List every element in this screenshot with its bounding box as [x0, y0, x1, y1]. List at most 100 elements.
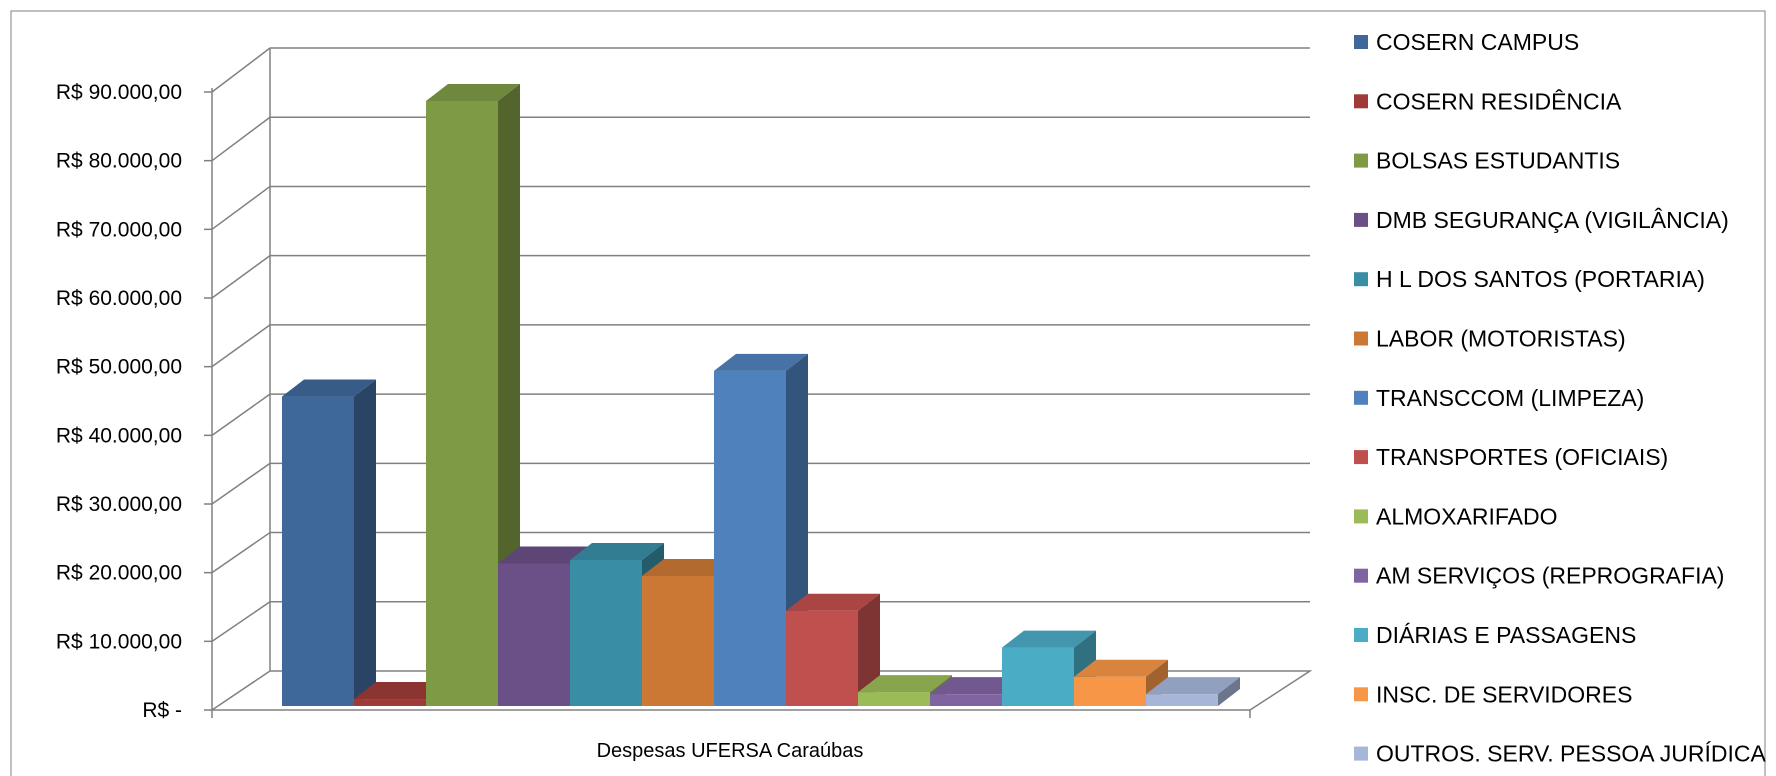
legend-swatch — [1354, 628, 1368, 642]
bar-front — [282, 396, 354, 706]
bar-top — [426, 84, 520, 101]
legend-label: AM SERVIÇOS (REPROGRAFIA) — [1376, 563, 1724, 589]
gridline-side — [211, 116, 271, 162]
bar-top — [642, 558, 736, 576]
bar — [1074, 659, 1168, 706]
legend-label: TRANSCCOM (LIMPEZA) — [1376, 385, 1644, 411]
legend-item: OUTROS. SERV. PESSOA JURÍDICA — [1354, 741, 1766, 767]
y-tick-label: R$ 40.000,00 — [56, 424, 182, 447]
y-tick-label: R$ 90.000,00 — [56, 81, 182, 104]
legend-swatch — [1354, 746, 1368, 761]
bar-front — [786, 610, 858, 706]
bar-front — [1074, 676, 1146, 706]
legend-swatch — [1354, 272, 1368, 287]
bar-top — [354, 682, 448, 700]
bar — [1146, 677, 1240, 706]
x-axis: Despesas UFERSA Caraúbas — [211, 710, 1251, 762]
legend-swatch — [1354, 94, 1368, 109]
legend-item: INSC. DE SERVIDORES — [1354, 681, 1632, 707]
bar — [426, 84, 520, 706]
bar-side — [1218, 677, 1240, 706]
bar-top — [1002, 630, 1096, 648]
legend-item: DIÁRIAS E PASSAGENS — [1354, 622, 1636, 648]
bar-front — [714, 370, 786, 706]
legend-swatch — [1354, 212, 1368, 227]
legend-item: ALMOXARIFADO — [1354, 503, 1557, 529]
legend-item: LABOR (MOTORISTAS) — [1354, 326, 1626, 352]
legend-item: TRANSCCOM (LIMPEZA) — [1354, 385, 1644, 411]
gridline-side — [211, 324, 271, 368]
legend-label: INSC. DE SERVIDORES — [1376, 681, 1632, 707]
bar-front — [642, 575, 714, 706]
bar — [786, 593, 880, 706]
y-tick-label: R$ 20.000,00 — [56, 562, 182, 585]
legend: COSERN CAMPUS COSERN RESIDÊNCIA BOLSAS EST… — [1354, 29, 1766, 767]
bar-side — [354, 379, 376, 706]
legend-label: H L DOS SANTOS (PORTARIA) — [1376, 266, 1705, 292]
bar-side — [858, 593, 880, 706]
legend-swatch — [1354, 450, 1368, 465]
legend-label: DIÁRIAS E PASSAGENS — [1376, 622, 1636, 648]
legend-item: COSERN CAMPUS — [1354, 29, 1579, 55]
gridline-side — [211, 47, 271, 93]
y-tick-label: R$ 30.000,00 — [56, 493, 182, 516]
bar-front — [354, 699, 426, 706]
bar-top — [570, 542, 664, 560]
bar-front — [426, 101, 498, 706]
legend-swatch — [1354, 687, 1368, 702]
y-axis: R$ - R$ 10.000,00 R$ 20.000,00 R$ 30.000,00… — [56, 81, 213, 722]
bar-top — [1074, 659, 1168, 677]
legend-label: OUTROS. SERV. PESSOA JURÍDICA — [1376, 741, 1766, 767]
bar-front — [1146, 694, 1218, 706]
legend-swatch — [1354, 35, 1368, 49]
legend-item: BOLSAS ESTUDANTIS — [1354, 148, 1620, 174]
bar-top — [930, 677, 1024, 695]
gridline-side — [211, 185, 271, 230]
legend-item: COSERN RESIDÊNCIA — [1354, 88, 1622, 114]
bar-front — [858, 692, 930, 706]
legend-swatch — [1354, 153, 1368, 168]
y-tick-label: R$ 70.000,00 — [56, 218, 182, 241]
gridline-side — [211, 531, 271, 574]
x-category-label: Despesas UFERSA Caraúbas — [597, 740, 864, 762]
legend-item: DMB SEGURANÇA (VIGILÂNCIA) — [1354, 207, 1729, 233]
legend-label: ALMOXARIFADO — [1376, 503, 1557, 529]
bar-top — [282, 379, 376, 397]
y-tick-label: R$ 80.000,00 — [56, 150, 182, 173]
bar-top — [858, 675, 952, 693]
bar-front — [930, 694, 1002, 706]
gridline-side — [211, 601, 271, 642]
legend-label: BOLSAS ESTUDANTIS — [1376, 148, 1620, 174]
gridline-side — [211, 393, 271, 436]
bar — [282, 379, 376, 706]
legend-item: AM SERVIÇOS (REPROGRAFIA) — [1354, 563, 1724, 589]
bar-top — [714, 353, 808, 371]
y-tick-label: R$ 10.000,00 — [56, 630, 182, 653]
bar-side — [498, 84, 520, 706]
legend-swatch — [1354, 390, 1368, 405]
y-tick-label: R$ 50.000,00 — [56, 356, 182, 379]
y-tick-label: R$ - — [142, 699, 182, 722]
bar-top — [498, 546, 592, 564]
bar-front — [1002, 647, 1074, 706]
bar-top — [1146, 677, 1240, 695]
legend-swatch — [1354, 331, 1368, 346]
legend-swatch — [1354, 568, 1368, 583]
legend-swatch — [1354, 509, 1368, 524]
bars — [282, 84, 1240, 706]
y-tick-label: R$ 60.000,00 — [56, 287, 182, 310]
bar-top — [786, 593, 880, 611]
gridline-side — [211, 462, 271, 505]
legend-item: H L DOS SANTOS (PORTARIA) — [1354, 266, 1705, 292]
legend-label: TRANSPORTES (OFICIAIS) — [1376, 444, 1668, 470]
bar-front — [498, 563, 570, 706]
gridline-side — [211, 255, 271, 299]
legend-item: TRANSPORTES (OFICIAIS) — [1354, 444, 1668, 470]
legend-label: COSERN RESIDÊNCIA — [1376, 88, 1622, 114]
bar-front — [570, 559, 642, 706]
floor — [209, 670, 1313, 711]
legend-label: COSERN CAMPUS — [1376, 29, 1579, 55]
legend-label: LABOR (MOTORISTAS) — [1376, 326, 1626, 352]
legend-label: DMB SEGURANÇA (VIGILÂNCIA) — [1376, 207, 1729, 233]
